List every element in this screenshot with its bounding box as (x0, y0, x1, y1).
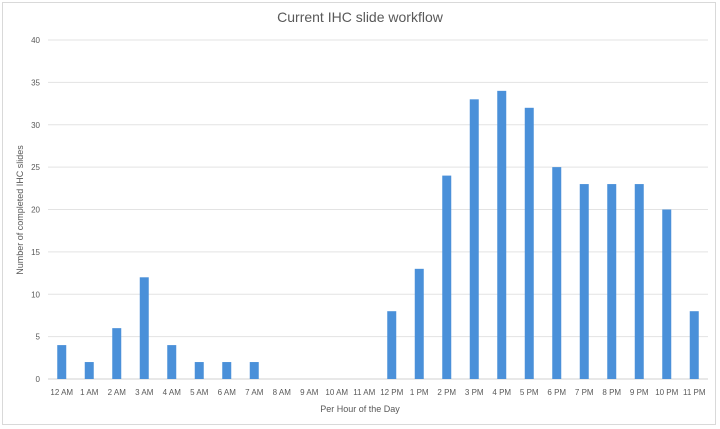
x-tick-label: 9 PM (630, 388, 649, 397)
bar (414, 268, 424, 379)
bar (634, 184, 644, 379)
x-tick-label: 1 PM (410, 388, 429, 397)
y-axis-ticks: 0 5 10 15 20 25 30 35 40 (31, 36, 40, 384)
bar (194, 362, 204, 379)
x-tick-label: 12 AM (50, 388, 73, 397)
x-tick-label: 12 PM (380, 388, 403, 397)
x-tick-label: 5 AM (190, 388, 209, 397)
x-tick-label: 11 PM (683, 388, 706, 397)
x-tick-label: 3 PM (465, 388, 484, 397)
y-tick-label: 20 (31, 206, 40, 215)
bar (689, 311, 699, 379)
gridlines (48, 39, 708, 380)
bar (249, 362, 259, 379)
x-tick-label: 10 AM (325, 388, 348, 397)
bar (524, 107, 534, 380)
y-tick-label: 0 (36, 375, 41, 384)
y-tick-label: 40 (31, 36, 40, 45)
bar-series (57, 90, 699, 380)
x-tick-label: 6 AM (218, 388, 237, 397)
y-tick-label: 30 (31, 121, 40, 130)
x-tick-label: 1 AM (80, 388, 99, 397)
x-tick-label: 3 AM (135, 388, 154, 397)
x-tick-label: 5 PM (520, 388, 539, 397)
chart-title: Current IHC slide workflow (277, 9, 443, 25)
bar (469, 99, 479, 379)
x-tick-label: 2 PM (437, 388, 456, 397)
y-tick-label: 5 (36, 333, 41, 342)
bar (222, 362, 232, 379)
bar (84, 362, 94, 379)
x-axis-label: Per Hour of the Day (320, 404, 400, 414)
y-tick-label: 15 (31, 248, 40, 257)
x-tick-label: 7 AM (245, 388, 264, 397)
y-tick-label: 35 (31, 78, 40, 87)
x-tick-label: 9 AM (300, 388, 319, 397)
x-tick-label: 11 AM (353, 388, 375, 397)
x-axis-ticks: 12 AM 1 AM 2 AM 3 AM 4 AM 5 AM 6 AM 7 AM 8 AM 9 A… (50, 388, 705, 397)
bar (607, 184, 617, 379)
bar (112, 328, 122, 379)
x-tick-label: 8 AM (273, 388, 292, 397)
bar (387, 311, 397, 379)
x-tick-label: 4 AM (163, 388, 182, 397)
x-tick-label: 7 PM (575, 388, 594, 397)
bar (662, 209, 672, 379)
bar (57, 345, 67, 379)
x-tick-label: 10 PM (655, 388, 678, 397)
bar (167, 345, 177, 379)
bar (497, 90, 507, 379)
bar (579, 184, 589, 379)
bar (442, 175, 452, 379)
y-tick-label: 25 (31, 163, 40, 172)
x-tick-label: 2 AM (108, 388, 127, 397)
bar (552, 167, 562, 379)
x-tick-label: 6 PM (547, 388, 566, 397)
y-tick-label: 10 (31, 290, 40, 299)
x-tick-label: 8 PM (602, 388, 621, 397)
bar (139, 277, 149, 379)
x-tick-label: 4 PM (492, 388, 511, 397)
